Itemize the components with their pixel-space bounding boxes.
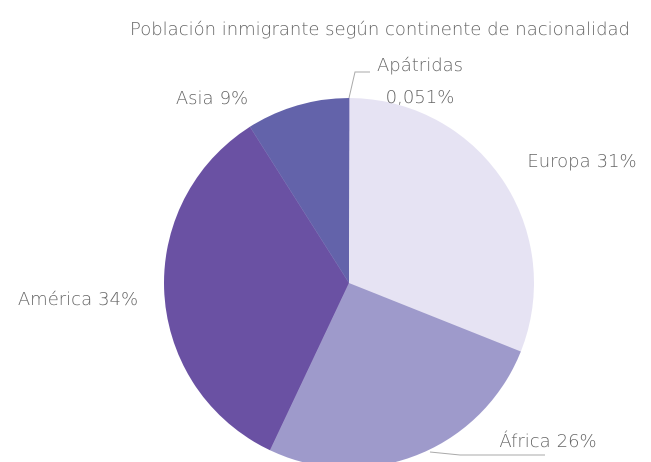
slice-value: 34% [98,289,138,310]
chart-title: Población inmigrante según continente de… [130,19,630,40]
leader-line [429,451,545,456]
pie-slice [249,98,349,283]
slice-value: 9% [220,88,249,109]
pie-slice [349,98,350,283]
pie-slice [164,126,349,451]
slice-name: Asia [176,88,214,109]
slice-label: Europa 31% [527,151,636,172]
slice-name: Europa [527,151,590,172]
slice-value: 0,051% [386,87,455,108]
leader-line [348,71,370,99]
slice-value: 31% [597,151,637,172]
slice-label: América 34% [18,289,138,310]
slice-label: Apátridas 0,051% [377,55,463,108]
pie-slice [270,283,521,462]
slice-label: África 26% [499,430,596,452]
slice-value: 26% [557,431,597,452]
slice-name: América [18,289,92,310]
slice-label: Asia 9% [176,88,248,109]
slice-name: África [499,430,550,452]
pie-slice [349,98,535,352]
slice-name: Apátridas [377,55,463,76]
